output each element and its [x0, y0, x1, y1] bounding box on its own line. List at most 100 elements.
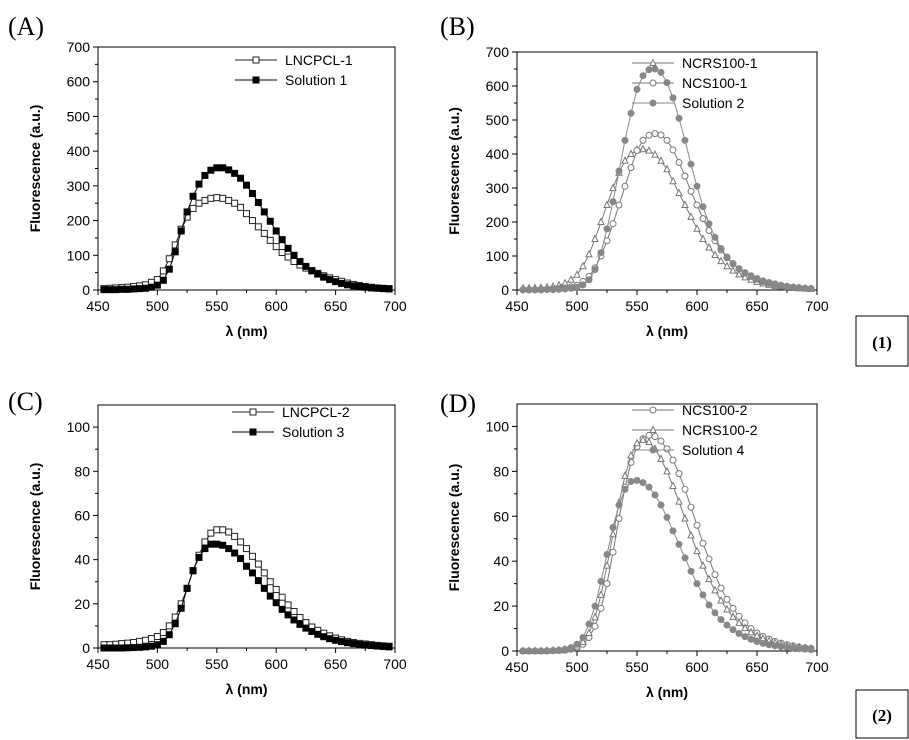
data-point [355, 283, 363, 291]
data-point [219, 526, 227, 534]
data-point [711, 609, 719, 617]
series-1 [100, 540, 393, 652]
data-point [278, 236, 286, 244]
data-point [645, 131, 653, 139]
group-label-1: (1) [872, 333, 892, 352]
data-point [379, 642, 387, 650]
data-point [195, 199, 203, 207]
panel-letter: (A) [8, 12, 44, 41]
series-0 [519, 144, 815, 292]
data-point [549, 286, 557, 294]
data-point [343, 639, 351, 647]
data-point [621, 182, 629, 190]
data-point [579, 261, 587, 270]
data-point [723, 595, 731, 603]
data-point [254, 199, 262, 207]
data-point [663, 164, 671, 173]
data-point [801, 645, 809, 653]
data-point [585, 620, 593, 628]
x-tick-label: 650 [324, 298, 348, 314]
x-tick-label: 600 [685, 298, 709, 314]
data-point [771, 280, 779, 288]
data-point [675, 470, 683, 478]
data-point [296, 614, 304, 622]
data-point [657, 131, 665, 139]
data-point [807, 646, 815, 654]
data-point [597, 590, 605, 598]
data-point [248, 217, 256, 225]
data-point [118, 285, 126, 293]
y-axis-title: Fluorescence (a.u.) [27, 105, 43, 233]
data-point [705, 601, 713, 609]
data-point [254, 560, 262, 568]
x-tick-label: 450 [505, 659, 529, 675]
data-point [615, 167, 623, 175]
data-point [219, 194, 227, 202]
legend-label: Solution 2 [682, 95, 744, 111]
data-point [735, 269, 743, 278]
data-point [159, 637, 167, 645]
data-point [237, 538, 245, 546]
data-point [543, 286, 551, 294]
data-point [741, 633, 749, 641]
data-point [717, 256, 725, 265]
data-point [136, 285, 144, 293]
data-point [711, 571, 719, 579]
data-point [272, 227, 280, 235]
data-point [302, 262, 310, 270]
data-point [254, 577, 262, 585]
data-point [717, 584, 725, 592]
data-point [759, 277, 767, 285]
data-point [753, 638, 761, 646]
data-point [171, 620, 179, 628]
data-point [759, 639, 767, 647]
data-point [609, 198, 617, 206]
data-point [177, 604, 185, 612]
data-point [561, 285, 569, 293]
y-tick-label: 100 [486, 248, 510, 264]
data-point [537, 647, 545, 655]
data-point [807, 285, 815, 293]
data-point [747, 635, 755, 643]
y-tick-label: 700 [67, 39, 91, 55]
data-point [765, 279, 773, 287]
data-point [645, 66, 653, 74]
legend-marker [649, 99, 657, 107]
data-point [278, 249, 286, 257]
plot-frame [97, 404, 396, 649]
data-point [367, 284, 375, 292]
x-tick-label: 600 [685, 659, 709, 675]
data-point [699, 539, 707, 547]
data-point [783, 643, 791, 651]
data-point [379, 285, 387, 293]
data-point [669, 94, 677, 102]
data-point [349, 282, 357, 290]
panel-letter: (D) [440, 389, 476, 418]
data-point [207, 194, 215, 202]
data-point [555, 646, 563, 654]
data-point [555, 285, 563, 293]
data-point [207, 540, 215, 548]
data-point [326, 635, 334, 643]
y-tick-label: 200 [67, 213, 91, 229]
data-point [735, 265, 743, 273]
data-point [621, 156, 629, 164]
data-point [153, 281, 161, 289]
data-point [735, 629, 743, 637]
data-point [385, 285, 393, 293]
y-tick-label: 0 [82, 640, 90, 656]
data-point [681, 200, 689, 208]
data-point [687, 187, 695, 195]
data-point [627, 109, 635, 117]
data-point [699, 215, 707, 223]
legend: NCS100-2 NCRS100-2 Solution 4 [632, 402, 758, 458]
data-point [603, 561, 611, 569]
legend-label: NCRS100-1 [682, 55, 758, 71]
y-tick-label: 100 [67, 419, 91, 435]
y-tick-label: 300 [67, 178, 91, 194]
data-point [112, 644, 120, 652]
data-point [663, 136, 671, 144]
data-point [213, 194, 221, 202]
data-point [290, 251, 298, 259]
data-point [296, 258, 304, 266]
